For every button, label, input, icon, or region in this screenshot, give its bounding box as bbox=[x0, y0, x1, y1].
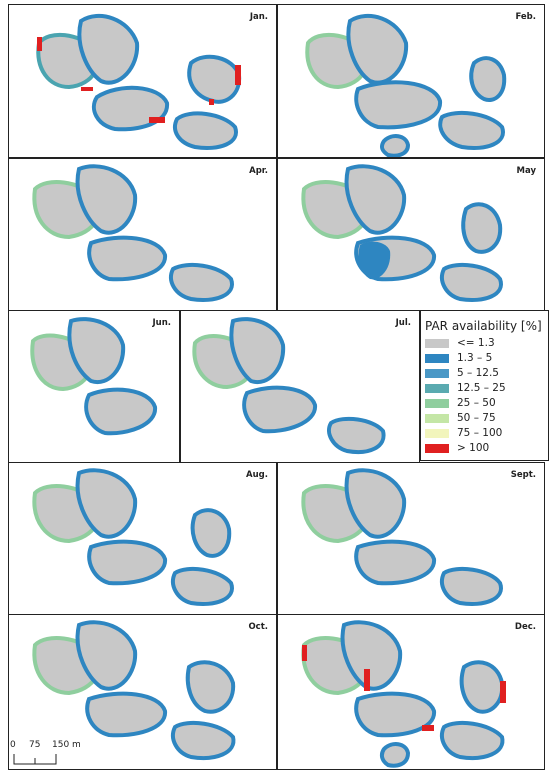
month-label: Feb. bbox=[515, 12, 536, 22]
legend-item: 5 – 12.5 bbox=[425, 367, 499, 379]
map-panel-feb: Feb. bbox=[277, 4, 545, 158]
legend-swatch bbox=[425, 368, 449, 378]
map-panel-sept: Sept. bbox=[277, 462, 545, 616]
map-panel-jul: Jul. bbox=[180, 310, 420, 464]
month-label: Sept. bbox=[510, 470, 536, 480]
map-panel-aug: Aug. bbox=[8, 462, 277, 616]
legend-label: 75 – 100 bbox=[457, 427, 503, 439]
month-label: May bbox=[516, 166, 536, 176]
scale-label-zero: 0 bbox=[10, 740, 16, 750]
legend-swatch bbox=[425, 338, 449, 348]
legend-item: 75 – 100 bbox=[425, 427, 502, 439]
month-label: Apr. bbox=[249, 166, 268, 176]
legend: PAR availability [%] <= 1.3 1.3 – 5 5 – … bbox=[420, 310, 549, 461]
month-label: Aug. bbox=[246, 470, 268, 480]
legend-label: 12.5 – 25 bbox=[457, 382, 506, 394]
legend-swatch bbox=[425, 353, 449, 363]
ponds-map bbox=[32, 620, 236, 760]
legend-item: 25 – 50 bbox=[425, 397, 496, 409]
month-label: Oct. bbox=[248, 622, 268, 632]
scale-label-mid: 75 bbox=[29, 740, 41, 750]
map-panel-dec: Dec. bbox=[277, 614, 545, 770]
ponds-map bbox=[301, 468, 503, 606]
ponds-map bbox=[32, 468, 234, 606]
ponds-map bbox=[192, 317, 386, 454]
month-label: Dec. bbox=[514, 622, 536, 632]
legend-label: 25 – 50 bbox=[457, 397, 496, 409]
map-panel-jan: Jan. bbox=[8, 4, 277, 158]
scale-bar: 0 75 150 m bbox=[10, 740, 150, 770]
map-panel-may: May bbox=[277, 158, 545, 312]
ponds-map bbox=[305, 14, 507, 157]
map-panel-oct: Oct. bbox=[8, 614, 277, 770]
map-panel-jun: Jun. bbox=[8, 310, 180, 464]
month-label: Jun. bbox=[152, 318, 172, 328]
legend-swatch bbox=[425, 413, 449, 423]
legend-title: PAR availability [%] bbox=[425, 319, 542, 333]
legend-item: > 100 bbox=[425, 442, 489, 454]
legend-label: <= 1.3 bbox=[457, 337, 495, 349]
ponds-map bbox=[30, 317, 157, 436]
month-label: Jul. bbox=[395, 318, 411, 328]
legend-swatch bbox=[425, 443, 449, 453]
legend-label: 1.3 – 5 bbox=[457, 352, 493, 364]
legend-label: 50 – 75 bbox=[457, 412, 496, 424]
scale-bar-graphic bbox=[13, 754, 57, 765]
scale-label-end: 150 m bbox=[52, 740, 81, 750]
legend-item: <= 1.3 bbox=[425, 337, 495, 349]
legend-item: 12.5 – 25 bbox=[425, 382, 506, 394]
ponds-map bbox=[301, 164, 503, 302]
month-label: Jan. bbox=[249, 12, 268, 22]
ponds-map bbox=[36, 14, 242, 150]
legend-item: 50 – 75 bbox=[425, 412, 496, 424]
legend-swatch bbox=[425, 383, 449, 393]
map-panel-apr: Apr. bbox=[8, 158, 277, 312]
ponds-map bbox=[301, 620, 506, 768]
legend-label: > 100 bbox=[457, 442, 490, 454]
legend-swatch bbox=[425, 428, 449, 438]
legend-label: 5 – 12.5 bbox=[457, 367, 499, 379]
ponds-map bbox=[32, 164, 234, 302]
legend-swatch bbox=[425, 398, 449, 408]
legend-item: 1.3 – 5 bbox=[425, 352, 492, 364]
